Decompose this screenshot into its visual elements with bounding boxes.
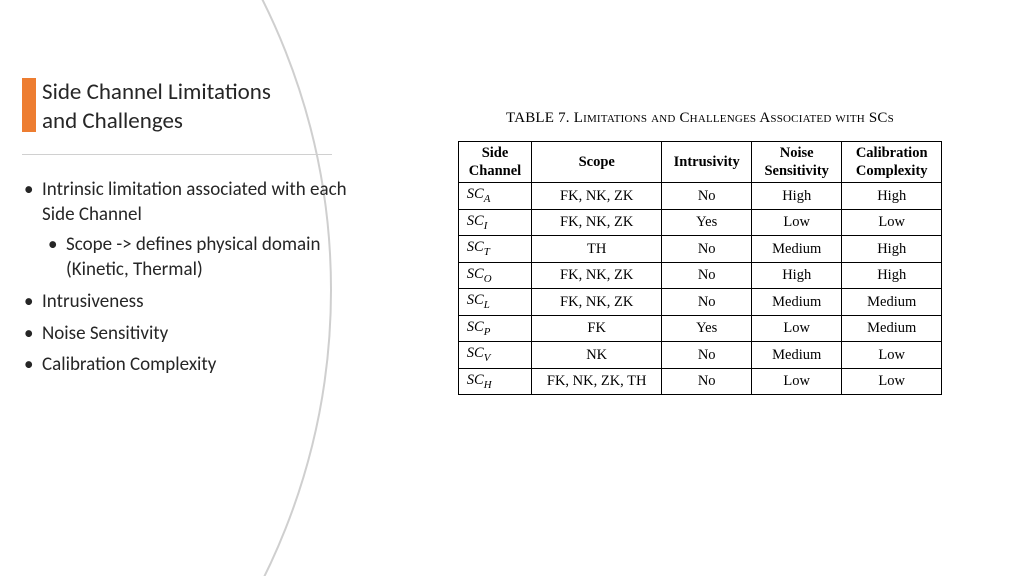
bullet-item: Intrusiveness [22, 289, 362, 315]
cell-side-channel: SCP [458, 315, 531, 341]
sub-bullet-list: Scope -> defines physical domain (Kineti… [42, 232, 362, 283]
table-row: SCIFK, NK, ZKYesLowLow [458, 209, 941, 235]
cell-calibration: High [842, 183, 942, 209]
cell-side-channel: SCL [458, 289, 531, 315]
cell-noise: Medium [752, 342, 842, 368]
bullet-text: Calibration Complexity [42, 353, 216, 376]
cell-scope: FK, NK, ZK [532, 209, 662, 235]
cell-intrusivity: Yes [662, 209, 752, 235]
bullet-text: Intrinsic limitation associated with eac… [42, 178, 347, 227]
bullet-item: Intrinsic limitation associated with eac… [22, 177, 362, 284]
cell-scope: NK [532, 342, 662, 368]
cell-calibration: High [842, 236, 942, 262]
slide: Side Channel Limitations and Challenges … [0, 0, 1024, 576]
cell-scope: FK, NK, ZK [532, 289, 662, 315]
cell-noise: Medium [752, 236, 842, 262]
accent-bar [22, 78, 36, 132]
bullet-text: Noise Sensitivity [42, 322, 168, 345]
cell-side-channel: SCI [458, 209, 531, 235]
cell-calibration: Medium [842, 289, 942, 315]
table-body: SCAFK, NK, ZKNoHighHighSCIFK, NK, ZKYesL… [458, 183, 941, 395]
sub-bullet-text: Scope -> defines physical domain (Kineti… [66, 233, 321, 282]
cell-scope: FK, NK, ZK [532, 183, 662, 209]
col-header-intrusivity: Intrusivity [662, 142, 752, 183]
table-row: SCHFK, NK, ZK, THNoLowLow [458, 368, 941, 394]
bullet-text: Intrusiveness [42, 290, 144, 313]
bullet-item: Calibration Complexity [22, 352, 362, 378]
table-row: SCLFK, NK, ZKNoMediumMedium [458, 289, 941, 315]
cell-scope: FK [532, 315, 662, 341]
cell-noise: High [752, 262, 842, 288]
title-divider [22, 154, 332, 155]
cell-side-channel: SCO [458, 262, 531, 288]
right-column: TABLE 7. Limitations and Challenges Asso… [400, 110, 1000, 395]
cell-intrusivity: No [662, 183, 752, 209]
cell-intrusivity: No [662, 289, 752, 315]
cell-intrusivity: No [662, 236, 752, 262]
cell-side-channel: SCA [458, 183, 531, 209]
title-line-1: Side Channel Limitations [42, 78, 271, 106]
cell-noise: Low [752, 315, 842, 341]
sub-bullet-item: Scope -> defines physical domain (Kineti… [42, 232, 362, 283]
cell-calibration: Medium [842, 315, 942, 341]
cell-scope: TH [532, 236, 662, 262]
cell-noise: High [752, 183, 842, 209]
cell-calibration: Low [842, 342, 942, 368]
bullet-list: Intrinsic limitation associated with eac… [22, 177, 362, 378]
cell-noise: Medium [752, 289, 842, 315]
cell-side-channel: SCT [458, 236, 531, 262]
cell-calibration: Low [842, 209, 942, 235]
table-caption: TABLE 7. Limitations and Challenges Asso… [400, 110, 1000, 127]
cell-scope: FK, NK, ZK, TH [532, 368, 662, 394]
cell-scope: FK, NK, ZK [532, 262, 662, 288]
cell-calibration: High [842, 262, 942, 288]
table-row: SCVNKNoMediumLow [458, 342, 941, 368]
caption-text: Limitations and Challenges Associated wi… [574, 110, 894, 126]
caption-label: TABLE 7. [506, 110, 570, 126]
table-row: SCTTHNoMediumHigh [458, 236, 941, 262]
sc-table: Side Channel Scope Intrusivity Noise Sen… [458, 141, 942, 395]
cell-side-channel: SCH [458, 368, 531, 394]
cell-calibration: Low [842, 368, 942, 394]
cell-intrusivity: Yes [662, 315, 752, 341]
cell-intrusivity: No [662, 342, 752, 368]
col-header-scope: Scope [532, 142, 662, 183]
col-header-noise: Noise Sensitivity [752, 142, 842, 183]
table-row: SCAFK, NK, ZKNoHighHigh [458, 183, 941, 209]
col-header-calibration: Calibration Complexity [842, 142, 942, 183]
slide-title: Side Channel Limitations and Challenges [42, 78, 271, 136]
cell-intrusivity: No [662, 368, 752, 394]
col-header-side-channel: Side Channel [458, 142, 531, 183]
cell-side-channel: SCV [458, 342, 531, 368]
bullet-item: Noise Sensitivity [22, 321, 362, 347]
title-line-2: and Challenges [42, 107, 183, 135]
table-header: Side Channel Scope Intrusivity Noise Sen… [458, 142, 941, 183]
cell-intrusivity: No [662, 262, 752, 288]
cell-noise: Low [752, 368, 842, 394]
table-row: SCPFKYesLowMedium [458, 315, 941, 341]
title-block: Side Channel Limitations and Challenges [22, 78, 362, 136]
cell-noise: Low [752, 209, 842, 235]
left-column: Side Channel Limitations and Challenges … [22, 78, 362, 384]
header-row: Side Channel Scope Intrusivity Noise Sen… [458, 142, 941, 183]
table-row: SCOFK, NK, ZKNoHighHigh [458, 262, 941, 288]
